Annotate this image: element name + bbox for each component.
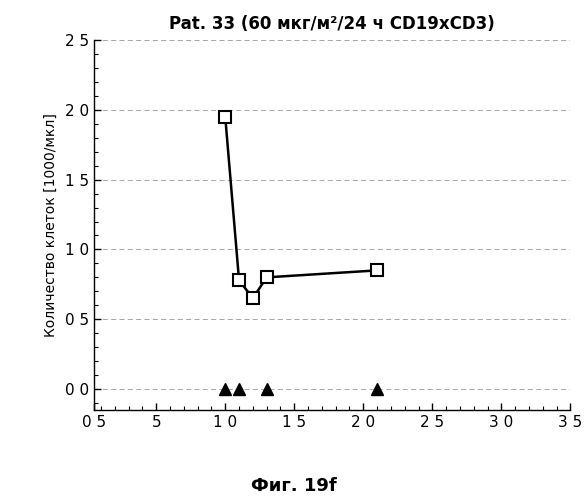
- Legend: : [269, 462, 280, 473]
- Text: Фиг. 19f: Фиг. 19f: [251, 477, 337, 495]
- Title: Pat. 33 (60 мкг/м²/24 ч CD19xCD3): Pat. 33 (60 мкг/м²/24 ч CD19xCD3): [169, 15, 495, 33]
- Y-axis label: Количество клеток [1000/мкл]: Количество клеток [1000/мкл]: [44, 113, 58, 337]
